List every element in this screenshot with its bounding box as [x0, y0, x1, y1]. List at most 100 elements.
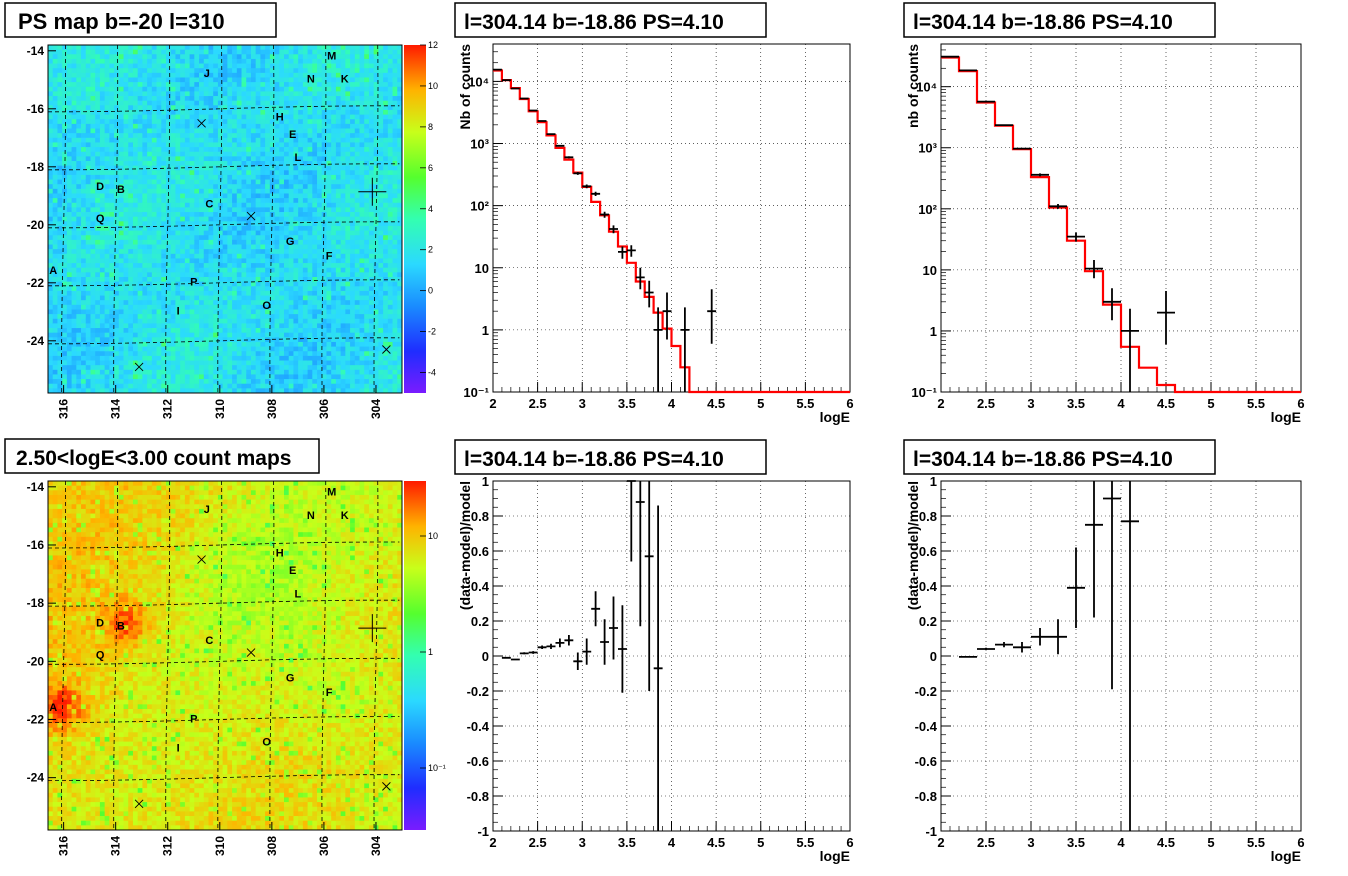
map-pixel	[180, 170, 186, 176]
map-pixel	[161, 328, 167, 334]
map-pixel	[175, 45, 181, 51]
map-pixel	[222, 216, 228, 222]
map-pixel	[90, 365, 96, 371]
map-pixel	[57, 355, 63, 361]
map-pixel	[52, 295, 58, 301]
map-pixel	[95, 388, 101, 393]
map-pixel	[199, 328, 205, 334]
map-pixel	[180, 355, 186, 361]
map-pixel	[184, 151, 190, 157]
map-pixel	[236, 304, 242, 310]
map-pixel	[274, 54, 280, 60]
map-pixel	[307, 351, 313, 357]
map-pixel	[250, 239, 257, 245]
map-pixel	[279, 244, 285, 250]
map-pixel	[66, 216, 72, 222]
map-pixel	[246, 202, 252, 208]
map-pixel	[128, 161, 134, 167]
map-pixel	[62, 147, 68, 153]
map-pixel	[175, 91, 181, 97]
map-pixel	[175, 239, 181, 245]
map-pixel	[147, 309, 153, 315]
map-pixel	[250, 328, 257, 334]
map-pixel	[265, 96, 271, 102]
map-pixel	[104, 272, 110, 278]
map-pixel	[331, 151, 337, 157]
map-pixel	[260, 184, 266, 190]
map-pixel	[62, 281, 68, 287]
map-pixel	[166, 258, 172, 264]
map-pixel	[241, 96, 247, 102]
map-pixel	[151, 314, 157, 320]
map-pixel	[170, 379, 176, 385]
map-pixel	[147, 314, 153, 320]
map-pixel	[142, 346, 148, 352]
map-pixel	[246, 114, 252, 120]
map-pixel	[128, 281, 134, 287]
map-pixel	[62, 91, 68, 97]
map-pixel	[279, 188, 285, 194]
map-pixel	[274, 96, 280, 102]
map-pixel	[331, 193, 337, 199]
map-pixel	[255, 86, 261, 92]
map-pixel	[161, 202, 167, 208]
map-pixel	[203, 63, 209, 69]
map-pixel	[66, 383, 72, 389]
map-pixel	[114, 221, 120, 227]
map-pixel	[236, 119, 242, 125]
map-pixel	[81, 341, 87, 347]
map-pixel	[246, 263, 252, 269]
map-pixel	[326, 379, 332, 385]
map-pixel	[222, 290, 228, 296]
map-pixel	[156, 221, 162, 227]
map-pixel	[57, 286, 63, 292]
map-pixel	[255, 188, 261, 194]
map-pixel	[156, 96, 162, 102]
map-pixel	[227, 161, 233, 167]
map-pixel	[132, 133, 139, 139]
map-pixel	[189, 337, 195, 343]
map-pixel	[246, 151, 252, 157]
map-pixel	[109, 174, 115, 180]
map-pixel	[260, 360, 266, 366]
map-pixel	[217, 341, 224, 347]
map-pixel	[269, 239, 275, 245]
map-pixel	[151, 225, 157, 231]
map-pixel	[307, 314, 313, 320]
map-pixel	[57, 235, 63, 241]
map-pixel	[217, 230, 224, 236]
map-pixel	[66, 207, 72, 213]
map-pixel	[66, 332, 72, 338]
map-pixel	[317, 212, 323, 218]
map-pixel	[345, 128, 351, 134]
map-pixel	[170, 137, 176, 143]
map-pixel	[350, 137, 356, 143]
map-pixel	[114, 230, 120, 236]
map-pixel	[326, 128, 332, 134]
map-pixel	[132, 82, 139, 88]
map-pixel	[48, 63, 54, 69]
map-pixel	[222, 286, 228, 292]
map-pixel	[246, 193, 252, 199]
map-pixel	[208, 198, 214, 204]
map-pixel	[161, 286, 167, 292]
map-pixel	[170, 86, 176, 92]
map-pixel	[255, 258, 261, 264]
map-pixel	[142, 156, 148, 162]
map-pixel	[302, 369, 308, 375]
map-pixel	[274, 216, 280, 222]
map-pixel	[99, 91, 106, 97]
map-pixel	[137, 290, 143, 296]
map-pixel	[52, 188, 58, 194]
map-pixel	[118, 45, 124, 51]
map-pixel	[335, 230, 342, 236]
map-pixel	[227, 202, 233, 208]
map-pixel	[109, 230, 115, 236]
map-pixel	[142, 388, 148, 393]
map-pixel	[326, 105, 332, 111]
map-pixel	[95, 230, 101, 236]
map-pixel	[170, 184, 176, 190]
map-pixel	[284, 253, 290, 259]
map-pixel	[142, 369, 148, 375]
map-pixel	[350, 281, 356, 287]
